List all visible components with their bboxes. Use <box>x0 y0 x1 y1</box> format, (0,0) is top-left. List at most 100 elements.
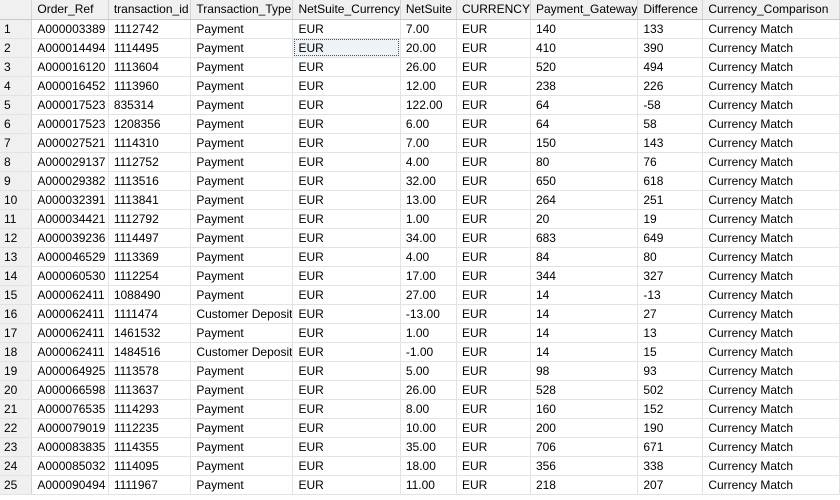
cell-order-ref[interactable]: A000062411 <box>31 304 109 324</box>
cell-transaction-id[interactable]: 1112742 <box>108 19 192 39</box>
cell-transaction-type[interactable]: Payment <box>190 361 294 381</box>
cell-currency[interactable]: EUR <box>456 456 531 476</box>
cell-currency-comparison[interactable]: Currency Match <box>702 266 840 286</box>
cell-transaction-type[interactable]: Payment <box>190 399 294 419</box>
cell-netsuite[interactable]: -13.00 <box>400 304 457 324</box>
cell-order-ref[interactable]: A000060530 <box>31 266 109 286</box>
cell-transaction-id[interactable]: 1113516 <box>108 171 192 191</box>
cell-transaction-id[interactable]: 1112752 <box>108 152 192 172</box>
table-row[interactable]: 24 A000085032 1114095 Payment EUR 18.00 EUR 356… <box>0 456 840 476</box>
row-number[interactable]: 21 <box>0 399 33 419</box>
cell-netsuite-currency[interactable]: EUR <box>292 95 401 115</box>
cell-payment-gateway[interactable]: 218 <box>530 475 639 495</box>
table-row[interactable]: 2 A000014494 1114495 Payment EUR 20.00 EUR 410 3… <box>0 38 840 58</box>
cell-netsuite-currency[interactable]: EUR <box>292 342 401 362</box>
cell-netsuite-currency[interactable]: EUR <box>292 266 401 286</box>
cell-currency[interactable]: EUR <box>456 342 531 362</box>
cell-currency[interactable]: EUR <box>456 437 531 457</box>
table-row[interactable]: 25 A000090494 1111967 Payment EUR 11.00 EUR 218… <box>0 475 840 495</box>
cell-payment-gateway[interactable]: 98 <box>530 361 639 381</box>
cell-difference[interactable]: 207 <box>637 475 704 495</box>
cell-transaction-type[interactable]: Payment <box>190 38 294 58</box>
cell-currency-comparison[interactable]: Currency Match <box>702 456 840 476</box>
cell-transaction-type[interactable]: Payment <box>190 152 294 172</box>
cell-currency[interactable]: EUR <box>456 266 531 286</box>
cell-netsuite-currency[interactable]: EUR <box>292 399 401 419</box>
cell-netsuite[interactable]: 11.00 <box>400 475 457 495</box>
cell-netsuite[interactable]: 26.00 <box>400 380 457 400</box>
row-number[interactable]: 14 <box>0 266 33 286</box>
row-number[interactable]: 8 <box>0 152 33 172</box>
cell-payment-gateway[interactable]: 64 <box>530 114 639 134</box>
cell-order-ref[interactable]: A000062411 <box>31 285 109 305</box>
cell-currency-comparison[interactable]: Currency Match <box>702 133 840 153</box>
cell-netsuite[interactable]: 35.00 <box>400 437 457 457</box>
cell-payment-gateway[interactable]: 20 <box>530 209 639 229</box>
cell-difference[interactable]: 15 <box>637 342 704 362</box>
cell-difference[interactable]: 251 <box>637 190 704 210</box>
cell-netsuite[interactable]: 4.00 <box>400 152 457 172</box>
table-row[interactable]: 17 A000062411 1461532 Payment EUR 1.00 EUR 14 13… <box>0 323 840 343</box>
table-row[interactable]: 5 A000017523 835314 Payment EUR 122.00 EUR 64 -5… <box>0 95 840 115</box>
cell-currency-comparison[interactable]: Currency Match <box>702 76 840 96</box>
cell-transaction-type[interactable]: Payment <box>190 323 294 343</box>
cell-transaction-id[interactable]: 1461532 <box>108 323 192 343</box>
cell-currency-comparison[interactable]: Currency Match <box>702 342 840 362</box>
table-row[interactable]: 10 A000032391 1113841 Payment EUR 13.00 EUR 264… <box>0 190 840 210</box>
cell-netsuite[interactable]: 12.00 <box>400 76 457 96</box>
cell-payment-gateway[interactable]: 14 <box>530 285 639 305</box>
row-number[interactable]: 13 <box>0 247 33 267</box>
cell-currency[interactable]: EUR <box>456 114 531 134</box>
cell-netsuite[interactable]: 17.00 <box>400 266 457 286</box>
cell-transaction-type[interactable]: Payment <box>190 114 294 134</box>
cell-netsuite[interactable]: 20.00 <box>400 38 457 58</box>
cell-order-ref[interactable]: A000046529 <box>31 247 109 267</box>
cell-currency[interactable]: EUR <box>456 323 531 343</box>
cell-order-ref[interactable]: A000083835 <box>31 437 109 457</box>
table-row[interactable]: 20 A000066598 1113637 Payment EUR 26.00 EUR 528… <box>0 380 840 400</box>
cell-payment-gateway[interactable]: 344 <box>530 266 639 286</box>
cell-netsuite-currency[interactable]: EUR <box>292 475 401 495</box>
cell-netsuite-currency[interactable]: EUR <box>292 304 401 324</box>
row-number[interactable]: 22 <box>0 418 33 438</box>
cell-payment-gateway[interactable]: 14 <box>530 323 639 343</box>
cell-transaction-type[interactable]: Payment <box>190 380 294 400</box>
cell-difference[interactable]: 649 <box>637 228 704 248</box>
cell-payment-gateway[interactable]: 64 <box>530 95 639 115</box>
cell-difference[interactable]: 494 <box>637 57 704 77</box>
row-number[interactable]: 20 <box>0 380 33 400</box>
cell-difference[interactable]: -58 <box>637 95 704 115</box>
cell-transaction-id[interactable]: 1114310 <box>108 133 192 153</box>
cell-order-ref[interactable]: A000085032 <box>31 456 109 476</box>
cell-netsuite[interactable]: 1.00 <box>400 323 457 343</box>
cell-payment-gateway[interactable]: 410 <box>530 38 639 58</box>
cell-order-ref[interactable]: A000062411 <box>31 323 109 343</box>
row-number[interactable]: 11 <box>0 209 33 229</box>
cell-transaction-id[interactable]: 1114495 <box>108 38 192 58</box>
cell-currency-comparison[interactable]: Currency Match <box>702 228 840 248</box>
cell-currency[interactable]: EUR <box>456 19 531 39</box>
cell-netsuite-currency[interactable]: EUR <box>292 456 401 476</box>
row-number[interactable]: 10 <box>0 190 33 210</box>
column-header-currency[interactable]: CURRENCY <box>456 0 531 20</box>
cell-order-ref[interactable]: A000027521 <box>31 133 109 153</box>
cell-order-ref[interactable]: A000066598 <box>31 380 109 400</box>
cell-currency-comparison[interactable]: Currency Match <box>702 361 840 381</box>
cell-difference[interactable]: 338 <box>637 456 704 476</box>
cell-netsuite[interactable]: 1.00 <box>400 209 457 229</box>
table-row[interactable]: 7 A000027521 1114310 Payment EUR 7.00 EUR 150 14… <box>0 133 840 153</box>
cell-difference[interactable]: 143 <box>637 133 704 153</box>
cell-currency-comparison[interactable]: Currency Match <box>702 475 840 495</box>
column-header-currency-comparison[interactable]: Currency_Comparison <box>702 0 840 20</box>
row-number[interactable]: 1 <box>0 19 33 39</box>
cell-netsuite-currency[interactable]: EUR <box>292 133 401 153</box>
cell-currency-comparison[interactable]: Currency Match <box>702 152 840 172</box>
cell-transaction-type[interactable]: Payment <box>190 190 294 210</box>
table-row[interactable]: 15 A000062411 1088490 Payment EUR 27.00 EUR 14-… <box>0 285 840 305</box>
row-number[interactable]: 15 <box>0 285 33 305</box>
cell-netsuite-currency[interactable]: EUR <box>292 418 401 438</box>
cell-payment-gateway[interactable]: 520 <box>530 57 639 77</box>
cell-transaction-id[interactable]: 1112792 <box>108 209 192 229</box>
column-header-transaction-id[interactable]: transaction_id <box>108 0 192 20</box>
